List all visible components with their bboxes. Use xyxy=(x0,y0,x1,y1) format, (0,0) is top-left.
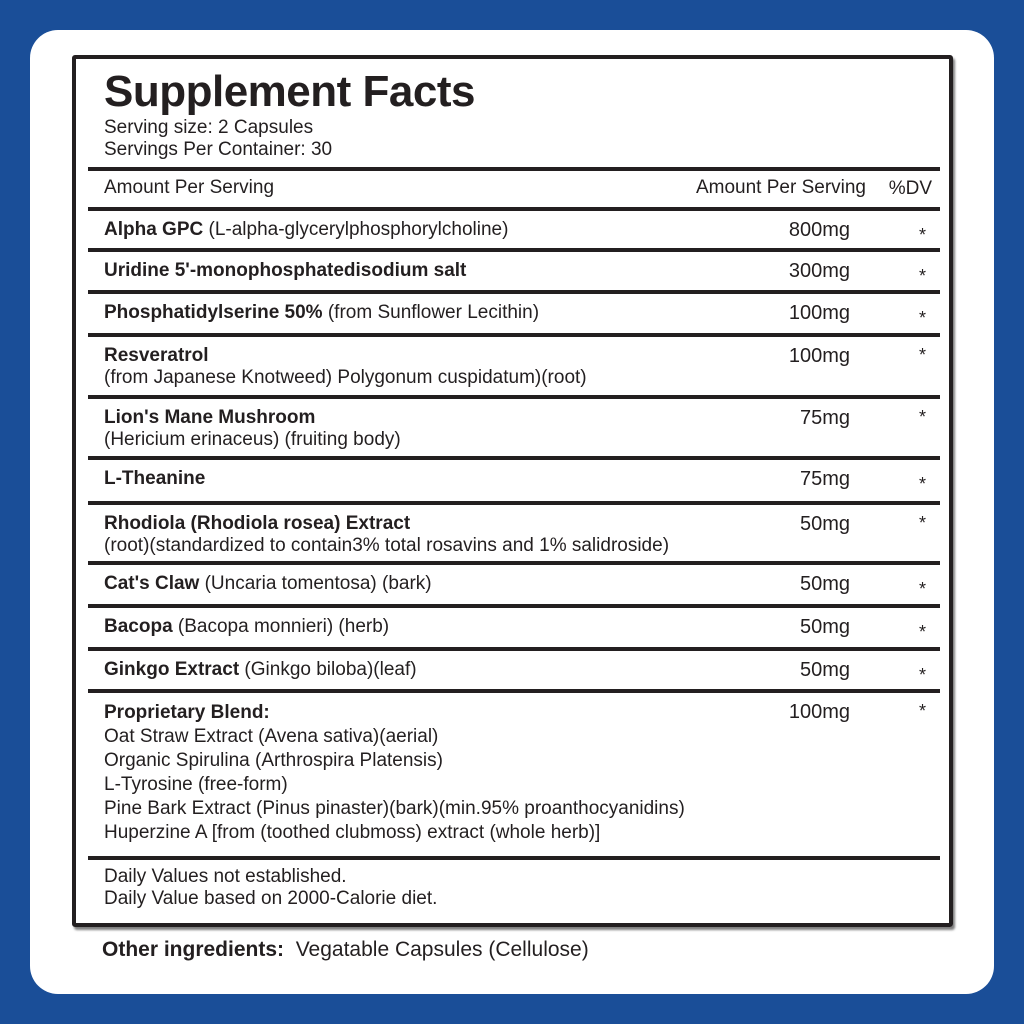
ingredient-detail: (Hericium erinaceus) (fruiting body) xyxy=(104,429,401,450)
ingredient-name: Rhodiola (Rhodiola rosea) Extract (root)(… xyxy=(104,513,669,557)
ingredient-name: Alpha GPC (L-alpha-glycerylphosphorylcho… xyxy=(104,219,508,241)
ingredient-row: Ginkgo Extract (Ginkgo biloba)(leaf) 50m… xyxy=(88,647,940,689)
blend-item: Pine Bark Extract (Pinus pinaster)(bark)… xyxy=(104,798,685,819)
ingredient-amount: 100mg xyxy=(788,345,850,367)
label-card xyxy=(30,30,994,994)
supplement-facts-panel: Supplement Facts Serving size: 2 Capsule… xyxy=(72,55,953,927)
ingredient-detail: (Uncaria tomentosa) (bark) xyxy=(199,573,432,594)
ingredient-detail: (Ginkgo biloba)(leaf) xyxy=(239,659,417,680)
ingredient-detail: (root)(standardized to contain3% total r… xyxy=(104,535,670,556)
blend-item: Organic Spirulina (Arthrospira Platensis… xyxy=(104,750,443,771)
ingredient-title: Alpha GPC xyxy=(104,219,204,240)
servings-per-container: Servings Per Container: 30 xyxy=(104,139,333,160)
ingredient-title: Bacopa xyxy=(104,616,173,637)
ingredient-dv: * xyxy=(918,622,926,642)
ingredient-amount: 800mg xyxy=(788,219,850,241)
ingredient-title: Phosphatidylserine 50% xyxy=(104,302,323,323)
ingredient-name: Lion's Mane Mushroom (Hericium erinaceus)… xyxy=(104,407,401,451)
ingredient-row: Alpha GPC (L-alpha-glycerylphosphorylcho… xyxy=(88,207,940,248)
ingredient-dv: * xyxy=(918,266,926,286)
footnote: Daily Value based on 2000-Calorie diet. xyxy=(104,888,438,909)
ingredient-name: Bacopa (Bacopa monnieri) (herb) xyxy=(104,616,389,638)
table-header: Amount Per Serving Amount Per Serving %D… xyxy=(88,167,940,207)
ingredient-name: Ginkgo Extract (Ginkgo biloba)(leaf) xyxy=(104,659,417,681)
ingredient-row: Rhodiola (Rhodiola rosea) Extract (root)(… xyxy=(88,501,940,561)
ingredient-dv: * xyxy=(918,225,926,245)
other-ingredients-label: Other ingredients: xyxy=(102,938,285,961)
proprietary-blend-row: Proprietary Blend: Oat Straw Extract (Av… xyxy=(88,689,940,856)
ingredient-name: Resveratrol (from Japanese Knotweed) Poly… xyxy=(104,345,587,389)
blend-item: L-Tyrosine (free-form) xyxy=(104,774,288,795)
ingredient-amount: 75mg xyxy=(799,468,850,490)
blend-item: Huperzine A [from (toothed clubmoss) ext… xyxy=(104,822,601,843)
panel-title: Supplement Facts xyxy=(104,67,475,116)
ingredient-amount: 50mg xyxy=(799,513,850,535)
ingredient-title: Rhodiola (Rhodiola rosea) Extract xyxy=(104,513,411,534)
ingredient-dv: * xyxy=(918,345,926,365)
ingredient-dv: * xyxy=(918,407,926,427)
ingredient-amount: 100mg xyxy=(788,302,850,324)
ingredient-amount: 75mg xyxy=(799,407,850,429)
ingredient-title: Uridine 5'-monophosphatedisodium salt xyxy=(104,260,467,281)
footnotes: Daily Values not established. Daily Valu… xyxy=(88,856,940,916)
header-col1: Amount Per Serving xyxy=(104,177,275,198)
blend-name: Proprietary Blend: xyxy=(104,702,270,723)
ingredient-detail: (from Japanese Knotweed) Polygonum cuspi… xyxy=(104,367,587,388)
ingredient-row: Cat's Claw (Uncaria tomentosa) (bark) 50… xyxy=(88,561,940,604)
ingredient-row: Bacopa (Bacopa monnieri) (herb) 50mg * xyxy=(88,604,940,647)
ingredient-name: L-Theanine xyxy=(104,468,205,490)
ingredient-detail: (L-alpha-glycerylphosphorylcholine) xyxy=(203,219,509,240)
ingredient-row: Phosphatidylserine 50% (from Sunflower L… xyxy=(88,290,940,333)
ingredient-amount: 50mg xyxy=(799,659,850,681)
ingredient-name: Phosphatidylserine 50% (from Sunflower L… xyxy=(104,302,539,324)
ingredient-detail: (from Sunflower Lecithin) xyxy=(322,302,540,323)
footnote: Daily Values not established. xyxy=(104,866,347,887)
ingredient-row: L-Theanine 75mg * xyxy=(88,456,940,501)
ingredient-dv: * xyxy=(918,665,926,685)
blend-dv: * xyxy=(918,701,926,721)
ingredient-name: Uridine 5'-monophosphatedisodium salt xyxy=(104,260,466,282)
other-ingredients: Other ingredients: Vegatable Capsules (C… xyxy=(102,938,589,962)
ingredient-dv: * xyxy=(918,579,926,599)
ingredient-amount: 50mg xyxy=(799,573,850,595)
ingredient-row: Resveratrol (from Japanese Knotweed) Poly… xyxy=(88,333,940,395)
ingredient-detail: (Bacopa monnieri) (herb) xyxy=(172,616,390,637)
ingredient-dv: * xyxy=(918,308,926,328)
ingredient-title: Lion's Mane Mushroom xyxy=(104,407,316,428)
header-col2: Amount Per Serving xyxy=(695,177,866,198)
ingredient-amount: 300mg xyxy=(788,260,850,282)
blend-item: Oat Straw Extract (Avena sativa)(aerial) xyxy=(104,726,439,747)
header-dv: %DV xyxy=(888,178,932,199)
ingredient-dv: * xyxy=(918,474,926,494)
ingredient-title: Cat's Claw xyxy=(104,573,200,594)
ingredient-row: Lion's Mane Mushroom (Hericium erinaceus)… xyxy=(88,395,940,456)
ingredient-title: Ginkgo Extract xyxy=(104,659,240,680)
serving-size: Serving size: 2 Capsules xyxy=(104,117,314,138)
ingredient-name: Cat's Claw (Uncaria tomentosa) (bark) xyxy=(104,573,432,595)
ingredient-title: L-Theanine xyxy=(104,468,206,489)
ingredient-row: Uridine 5'-monophosphatedisodium salt 30… xyxy=(88,248,940,290)
blend-amount: 100mg xyxy=(788,701,850,723)
ingredient-amount: 50mg xyxy=(799,616,850,638)
ingredient-dv: * xyxy=(918,513,926,533)
other-ingredients-value: Vegatable Capsules (Cellulose) xyxy=(295,938,589,961)
ingredient-title: Resveratrol xyxy=(104,345,209,366)
